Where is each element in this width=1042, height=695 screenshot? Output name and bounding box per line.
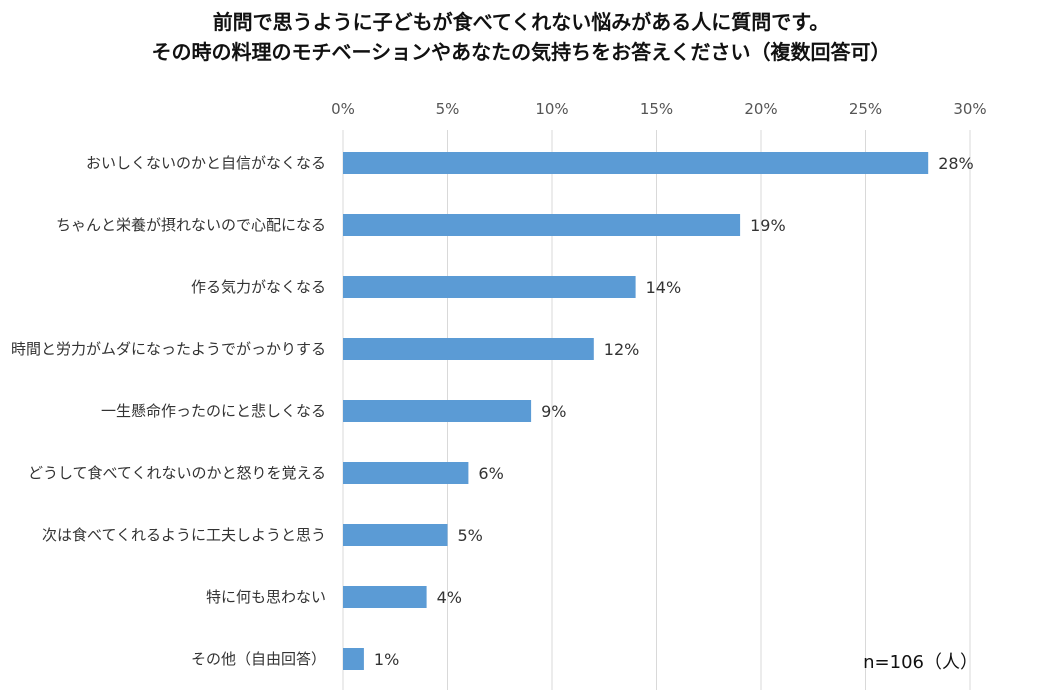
- data-label: 19%: [750, 216, 786, 235]
- tick-label: 0%: [331, 100, 355, 118]
- category-label: ちゃんと栄養が摂れないので心配になる: [56, 216, 326, 234]
- bar: [343, 152, 929, 174]
- data-label: 1%: [374, 650, 399, 669]
- bar: [343, 586, 427, 608]
- bar: [343, 524, 448, 546]
- bar: [343, 276, 636, 298]
- tick-labels: 0% 5% 10% 15% 20% 25% 30%: [331, 100, 987, 118]
- bar: [343, 338, 594, 360]
- tick-label: 10%: [535, 100, 568, 118]
- category-label: 一生懸命作ったのにと悲しくなる: [101, 402, 326, 420]
- bars: [343, 152, 929, 670]
- sample-size-note: n=106（人）: [863, 652, 978, 673]
- data-label: 4%: [437, 588, 462, 607]
- tick-label: 30%: [953, 100, 986, 118]
- category-labels: おいしくないのかと自信がなくなるちゃんと栄養が摂れないので心配になる作る気力がな…: [11, 154, 326, 668]
- tick-label: 20%: [744, 100, 777, 118]
- chart-title-line-1: 前問で思うように子どもが食べてくれない悩みがある人に質問です。: [212, 10, 830, 34]
- data-label: 12%: [604, 340, 640, 359]
- bar: [343, 648, 364, 670]
- data-labels: 28% 19% 14% 12% 9% 6% 5% 4% 1%: [374, 154, 974, 669]
- category-label: どうして食べてくれないのかと怒りを覚える: [28, 464, 326, 482]
- data-label: 6%: [478, 464, 503, 483]
- data-label: 5%: [458, 526, 483, 545]
- bar: [343, 462, 469, 484]
- category-label: 次は食べてくれるように工夫しようと思う: [42, 526, 326, 544]
- chart-title-line-2: その時の料理のモチベーションやあなたの気持ちをお答えください（複数回答可）: [151, 40, 891, 64]
- category-label: おいしくないのかと自信がなくなる: [86, 154, 326, 172]
- data-label: 28%: [938, 154, 974, 173]
- data-label: 14%: [646, 278, 682, 297]
- data-label: 9%: [541, 402, 566, 421]
- tick-label: 5%: [436, 100, 460, 118]
- category-label: 時間と労力がムダになったようでがっかりする: [11, 340, 326, 358]
- tick-label: 25%: [849, 100, 882, 118]
- bar: [343, 214, 741, 236]
- tick-label: 15%: [640, 100, 673, 118]
- category-label: 特に何も思わない: [206, 588, 326, 606]
- category-label: 作る気力がなくなる: [191, 278, 326, 296]
- bar: [343, 400, 532, 422]
- category-label: その他（自由回答）: [191, 650, 326, 668]
